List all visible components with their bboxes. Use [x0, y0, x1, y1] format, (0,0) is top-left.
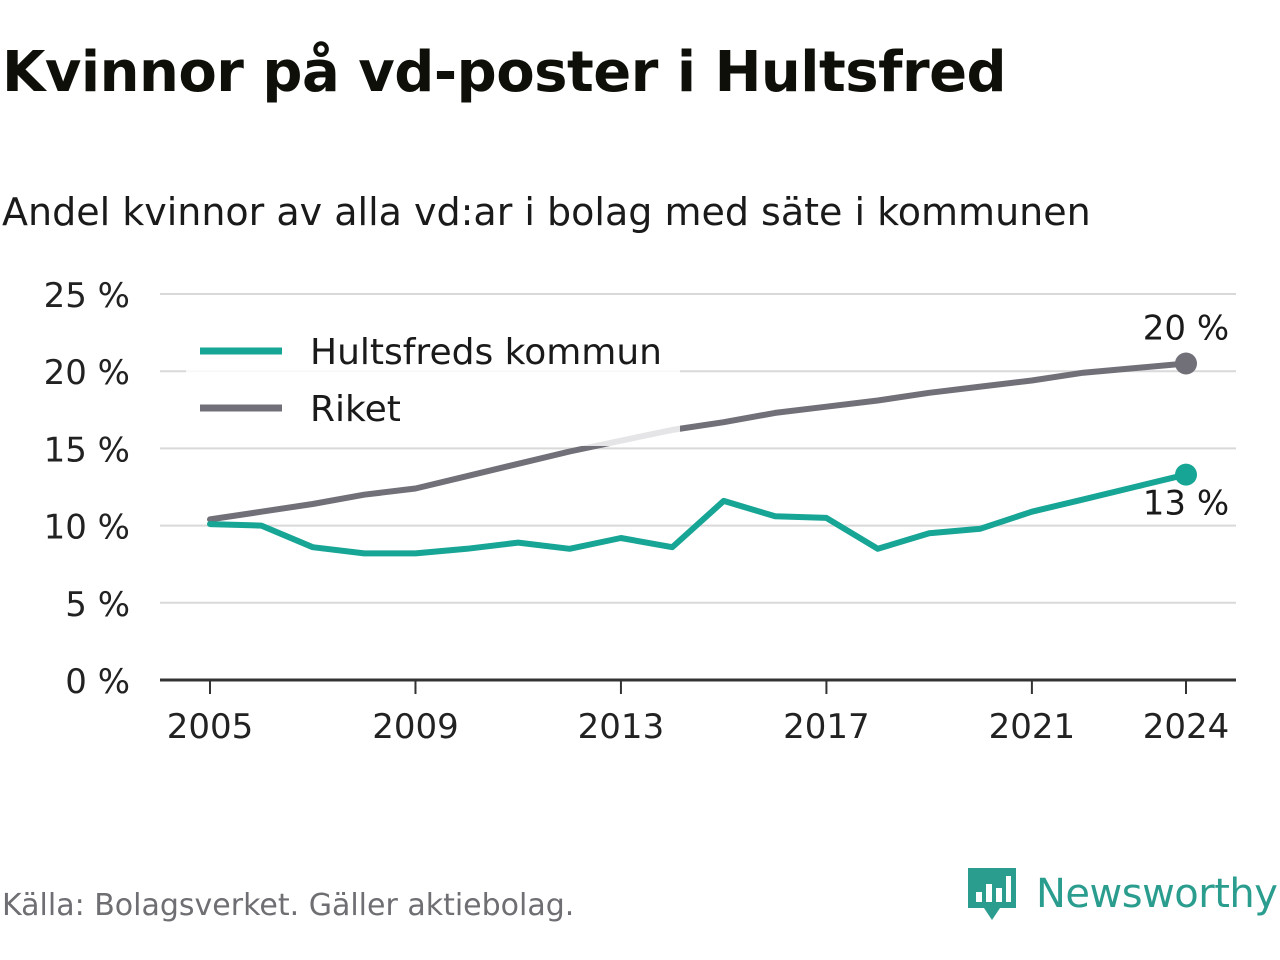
- x-tick-label: 2013: [578, 707, 665, 747]
- series-layer: [207, 360, 1189, 557]
- end-value-label: 20 %: [1143, 308, 1229, 348]
- y-tick-label: 20 %: [44, 353, 130, 393]
- x-tick-label: 2017: [783, 707, 870, 747]
- legend-label: Riket: [310, 389, 401, 430]
- newsworthy-logo-icon: [968, 868, 1016, 920]
- legend: Hultsfreds kommun Riket: [186, 318, 680, 446]
- x-tick-label: 2005: [167, 707, 254, 747]
- legend-background: [186, 318, 680, 446]
- end-value-label: 13 %: [1143, 484, 1229, 524]
- x-tick-label: 2024: [1143, 707, 1230, 747]
- chart-subtitle: Andel kvinnor av alla vd:ar i bolag med …: [2, 190, 1091, 234]
- y-tick-label: 10 %: [44, 508, 130, 548]
- y-tick-label: 0 %: [65, 662, 130, 702]
- x-tick-label: 2021: [989, 707, 1076, 747]
- y-tick-label: 15 %: [44, 430, 130, 470]
- legend-label: Hultsfreds kommun: [310, 332, 662, 373]
- series-line-1: [207, 360, 1189, 523]
- x-tick-label: 2009: [372, 707, 459, 747]
- y-tick-label: 25 %: [44, 276, 130, 316]
- y-tick-label: 5 %: [65, 585, 130, 625]
- source-note: Källa: Bolagsverket. Gäller aktiebolag.: [2, 888, 575, 923]
- chart-title: Kvinnor på vd-poster i Hultsfred: [2, 40, 1007, 105]
- end-marker: [1175, 352, 1197, 375]
- label-layer: 13 % 20 %: [1143, 308, 1229, 523]
- end-marker: [1175, 463, 1197, 486]
- brand-name: Newsworthy: [1036, 871, 1278, 917]
- brand-logo: Newsworthy: [966, 864, 1278, 924]
- series-line-0: [207, 471, 1189, 557]
